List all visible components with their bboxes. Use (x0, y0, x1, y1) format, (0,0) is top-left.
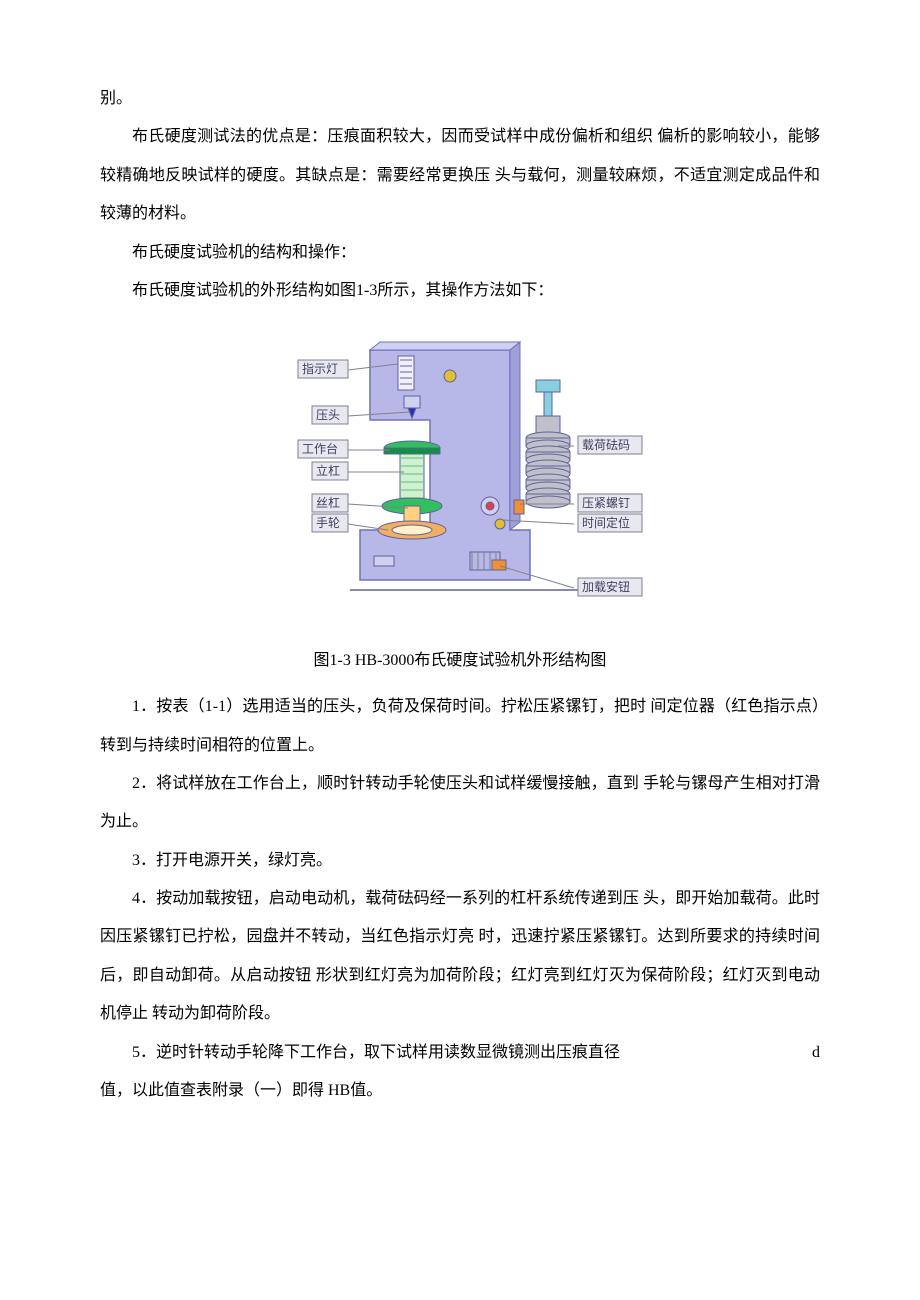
svg-text:时间定位: 时间定位 (582, 515, 630, 530)
step-2: 2．将试样放在工作台上，顺时针转动手轮使压头和试样缓慢接触，直到 手轮与镙母产生… (100, 765, 820, 842)
step-3: 3．打开电源开关，绿灯亮。 (100, 842, 820, 880)
para-structure-heading: 布氏硬度试验机的结构和操作： (100, 234, 820, 272)
step-1: 1．按表（1-1）选用适当的压头，负荷及保荷时间。拧松压紧镙钉，把时 间定位器（… (100, 688, 820, 765)
step-5-text-a: 5．逆时针转动手轮降下工作台，取下试样用读数显微镜测出压痕直径 (100, 1034, 620, 1072)
diagram-container: 指示灯压头工作台立杠丝杠手轮 载荷砝码压紧螺钉时间定位加载安钮 (100, 320, 820, 635)
hardness-tester-diagram: 指示灯压头工作台立杠丝杠手轮 载荷砝码压紧螺钉时间定位加载安钮 (270, 320, 650, 620)
svg-text:工作台: 工作台 (302, 441, 338, 456)
svg-text:压紧螺钉: 压紧螺钉 (582, 496, 630, 510)
step-5-line1: 5．逆时针转动手轮降下工作台，取下试样用读数显微镜测出压痕直径 d (100, 1034, 820, 1072)
svg-text:丝杠: 丝杠 (316, 495, 340, 510)
step-4: 4．按动加载按钮，启动电动机，载荷砝码经一系列的杠杆系统传递到压 头，即开始加载… (100, 880, 820, 1034)
svg-text:压头: 压头 (316, 408, 340, 422)
figure-caption: 图1-3 HB-3000布氏硬度试验机外形结构图 (100, 642, 820, 680)
svg-text:载荷砝码: 载荷砝码 (582, 437, 630, 452)
step-5-variable-d: d (780, 1034, 820, 1072)
svg-text:立杠: 立杠 (316, 463, 340, 478)
svg-text:加载安钮: 加载安钮 (582, 579, 630, 594)
svg-text:手轮: 手轮 (316, 516, 340, 530)
para-advantages: 布氏硬度测试法的优点是：压痕面积较大，因而受试样中成份偏析和组织 偏析的影响较小… (100, 118, 820, 233)
para-continuation: 别。 (100, 80, 820, 118)
svg-text:指示灯: 指示灯 (302, 361, 338, 376)
page: 别。 布氏硬度测试法的优点是：压痕面积较大，因而受试样中成份偏析和组织 偏析的影… (0, 0, 920, 1170)
step-5-line2: 值，以此值查表附录（一）即得 HB值。 (100, 1072, 820, 1110)
para-intro-figure: 布氏硬度试验机的外形结构如图1-3所示，其操作方法如下： (100, 272, 820, 310)
